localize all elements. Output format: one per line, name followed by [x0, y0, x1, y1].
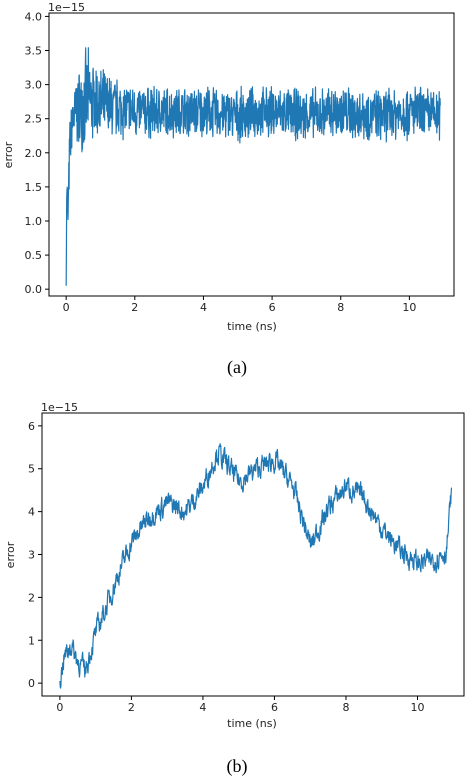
series-line — [59, 443, 453, 689]
caption-a: (a) — [227, 357, 247, 378]
y-tick-label: 1 — [28, 634, 35, 647]
chart-a-x-ticks: 0 2 4 6 8 10 — [63, 296, 416, 314]
y-tick-label: 3.5 — [25, 45, 43, 58]
x-tick-label: 2 — [131, 301, 138, 314]
y-tick-label: 4 — [28, 506, 35, 519]
y-tick-label: 2.0 — [25, 147, 43, 160]
chart-b-offset-text: 1e−15 — [41, 401, 78, 414]
y-tick-label: 0.5 — [25, 249, 43, 262]
chart-a-series-line — [65, 47, 441, 286]
x-tick-label: 0 — [56, 701, 63, 714]
chart-b-y-axis-label: error — [4, 541, 17, 568]
y-tick-label: 4.0 — [25, 10, 43, 23]
chart-b-x-axis-label: time (ns) — [227, 717, 277, 730]
chart-b: 0 2 4 6 8 10 0 1 2 3 4 5 6 1e−15 time (ns) error — [4, 401, 465, 730]
chart-a-plot-frame — [48, 12, 455, 297]
y-tick-label: 0 — [28, 677, 35, 690]
y-tick-label: 1.5 — [25, 181, 43, 194]
x-tick-label: 10 — [402, 301, 416, 314]
chart-a: 0 2 4 6 8 10 0.0 0.5 1.0 1.5 2.0 2.5 3.0 3.5 4.0 1e−1… — [2, 1, 455, 333]
x-tick-label: 4 — [199, 701, 206, 714]
y-tick-label: 3 — [28, 549, 35, 562]
y-tick-label: 3.0 — [25, 79, 43, 92]
series-line — [65, 47, 441, 286]
caption-b: (b) — [227, 756, 248, 777]
x-tick-label: 10 — [411, 701, 425, 714]
x-tick-label: 8 — [342, 701, 349, 714]
chart-b-series-line — [59, 443, 453, 689]
x-tick-label: 2 — [128, 701, 135, 714]
x-tick-label: 6 — [269, 301, 276, 314]
y-tick-label: 0.0 — [25, 283, 43, 296]
y-tick-label: 1.0 — [25, 215, 43, 228]
chart-a-y-ticks: 0.0 0.5 1.0 1.5 2.0 2.5 3.0 3.5 4.0 — [25, 10, 49, 296]
x-tick-label: 8 — [337, 301, 344, 314]
y-tick-label: 2.5 — [25, 113, 43, 126]
x-tick-label: 0 — [63, 301, 70, 314]
chart-b-x-ticks: 0 2 4 6 8 10 — [56, 696, 425, 714]
y-tick-label: 6 — [28, 420, 35, 433]
x-tick-label: 6 — [271, 701, 278, 714]
chart-b-y-ticks: 0 1 2 3 4 5 6 — [28, 420, 42, 690]
y-tick-label: 2 — [28, 591, 35, 604]
x-tick-label: 4 — [200, 301, 207, 314]
y-tick-label: 5 — [28, 463, 35, 476]
chart-a-x-axis-label: time (ns) — [227, 320, 277, 333]
chart-a-offset-text: 1e−15 — [48, 1, 85, 14]
chart-a-y-axis-label: error — [2, 141, 15, 168]
